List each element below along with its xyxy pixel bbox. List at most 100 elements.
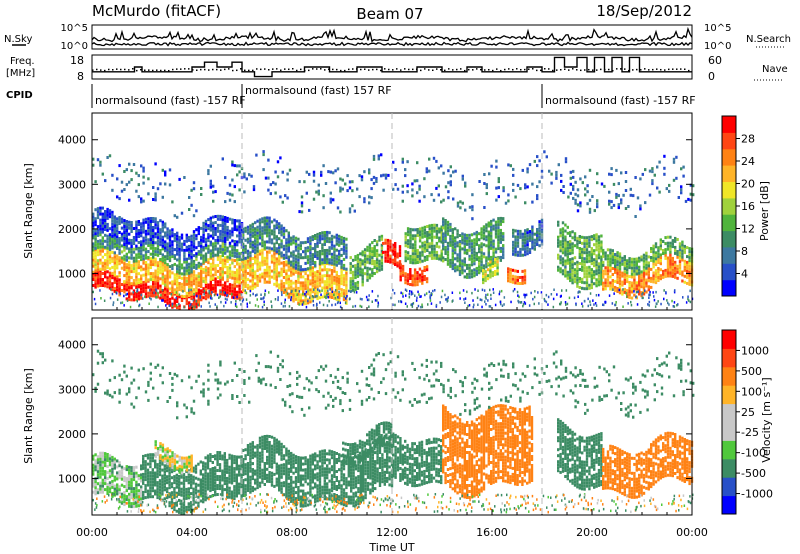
- heatmap-cell: [414, 261, 417, 265]
- heatmap-cell: [581, 181, 584, 185]
- heatmap-cell: [244, 264, 247, 267]
- heatmap-cell: [302, 299, 305, 303]
- heatmap-cell: [116, 298, 119, 301]
- heatmap-cell: [116, 254, 119, 258]
- heatmap-cell: [316, 253, 319, 257]
- heatmap-cell: [692, 193, 695, 197]
- heatmap-cell: [345, 274, 348, 278]
- heatmap-cell: [251, 240, 254, 244]
- heatmap-cell: [499, 237, 502, 241]
- nave-dot: [224, 68, 226, 71]
- heatmap-cell: [628, 293, 631, 296]
- heatmap-cell: [676, 238, 679, 241]
- heatmap-cell: [371, 300, 373, 303]
- heatmap-cell: [604, 251, 607, 255]
- heatmap-cell: [439, 301, 441, 304]
- heatmap-cell: [507, 279, 510, 283]
- heatmap-cell: [221, 215, 224, 219]
- heatmap-cell: [149, 220, 152, 223]
- heatmap-cell: [414, 258, 417, 262]
- heatmap-cell: [494, 247, 498, 251]
- heatmap-cell: [501, 304, 504, 307]
- heatmap-cell: [335, 233, 338, 237]
- heatmap-cell: [611, 267, 614, 270]
- heatmap-cell: [135, 171, 138, 175]
- heatmap-cell: [688, 256, 691, 260]
- heatmap-cell: [99, 289, 101, 292]
- heatmap-cell: [101, 215, 104, 219]
- heatmap-cell: [275, 235, 278, 239]
- heatmap-cell: [120, 180, 124, 184]
- nave-dot: [144, 69, 146, 71]
- heatmap-cell: [339, 189, 342, 193]
- heatmap-cell: [519, 276, 522, 279]
- heatmap-cell: [96, 228, 100, 232]
- heatmap-cell: [128, 241, 131, 245]
- heatmap-cell: [214, 247, 217, 251]
- heatmap-cell: [578, 286, 581, 289]
- heatmap-cell: [603, 184, 606, 188]
- heatmap-cell: [200, 282, 203, 285]
- heatmap-cell: [340, 282, 343, 286]
- heatmap-cell: [418, 227, 422, 231]
- heatmap-cell: [673, 301, 676, 304]
- heatmap-cell: [595, 278, 598, 282]
- heatmap-cell: [588, 256, 591, 260]
- heatmap-cell: [338, 284, 341, 287]
- heatmap-cell: [188, 256, 191, 260]
- heatmap-cell: [473, 244, 476, 248]
- heatmap-cell: [645, 278, 648, 282]
- heatmap-cell: [614, 259, 617, 262]
- heatmap-cell: [161, 269, 164, 273]
- heatmap-cell: [445, 298, 447, 301]
- heatmap-cell: [633, 287, 636, 291]
- heatmap-cell: [204, 240, 208, 244]
- heatmap-cell: [168, 272, 172, 276]
- heatmap-cell: [258, 276, 262, 280]
- heatmap-cell: [476, 296, 479, 300]
- heatmap-cell: [142, 166, 145, 170]
- heatmap-cell: [531, 243, 534, 247]
- heatmap-cell: [233, 200, 236, 204]
- heatmap-cell: [299, 272, 302, 276]
- heatmap-cell: [200, 241, 203, 245]
- heatmap-cell: [408, 295, 411, 299]
- heatmap-cell: [125, 168, 128, 172]
- heatmap-cell: [166, 292, 169, 296]
- heatmap-cell: [635, 281, 638, 285]
- nave-dot: [600, 68, 602, 71]
- heatmap-cell: [258, 233, 262, 237]
- heatmap-cell: [154, 250, 157, 254]
- heatmap-cell: [316, 297, 319, 301]
- heatmap-cell: [499, 255, 502, 259]
- heatmap-cell: [96, 458, 100, 462]
- heatmap-cell: [475, 239, 478, 243]
- heatmap-cell: [576, 194, 580, 198]
- heatmap-cell: [502, 217, 505, 221]
- heatmap-cell: [674, 260, 677, 264]
- heatmap-cell: [123, 237, 126, 240]
- heatmap-cell: [261, 217, 264, 221]
- heatmap-cell: [175, 296, 177, 300]
- heatmap-cell: [492, 248, 495, 252]
- heatmap-cell: [212, 254, 215, 258]
- heatmap-cell: [463, 260, 466, 264]
- heatmap-cell: [299, 299, 302, 303]
- heatmap-cell: [366, 278, 369, 282]
- heatmap-cell: [590, 274, 593, 278]
- heatmap-cell: [628, 266, 631, 270]
- heatmap-cell: [128, 247, 131, 251]
- heatmap-cell: [629, 193, 632, 197]
- heatmap-cell: [482, 234, 486, 238]
- heatmap-cell: [526, 167, 529, 171]
- heatmap-cell: [96, 216, 100, 220]
- heatmap-cell: [559, 302, 562, 306]
- heatmap-cell: [429, 296, 432, 300]
- heatmap-cell: [608, 190, 611, 194]
- heatmap-cell: [494, 229, 498, 233]
- heatmap-cell: [666, 241, 670, 245]
- heatmap-cell: [635, 266, 638, 270]
- heatmap-cell: [166, 289, 169, 293]
- heatmap-cell: [411, 249, 415, 253]
- heatmap-cell: [299, 247, 302, 251]
